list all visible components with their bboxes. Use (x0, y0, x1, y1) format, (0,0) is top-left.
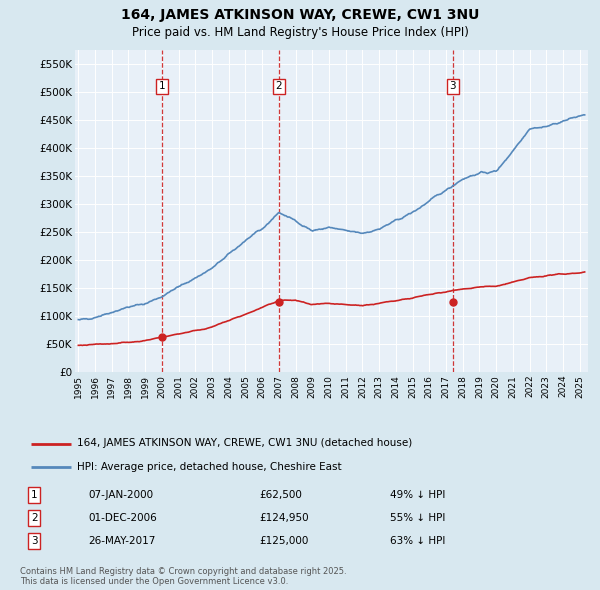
Text: 1: 1 (159, 81, 166, 91)
Text: £124,950: £124,950 (259, 513, 309, 523)
Text: 2: 2 (275, 81, 282, 91)
Text: £125,000: £125,000 (259, 536, 309, 546)
Text: 1: 1 (31, 490, 38, 500)
Text: 2: 2 (31, 513, 38, 523)
Text: 26-MAY-2017: 26-MAY-2017 (88, 536, 156, 546)
Text: 63% ↓ HPI: 63% ↓ HPI (391, 536, 446, 546)
Text: Contains HM Land Registry data © Crown copyright and database right 2025.
This d: Contains HM Land Registry data © Crown c… (20, 566, 347, 586)
Text: 49% ↓ HPI: 49% ↓ HPI (391, 490, 446, 500)
Text: 01-DEC-2006: 01-DEC-2006 (88, 513, 157, 523)
Text: 164, JAMES ATKINSON WAY, CREWE, CW1 3NU: 164, JAMES ATKINSON WAY, CREWE, CW1 3NU (121, 8, 479, 22)
Text: 3: 3 (449, 81, 456, 91)
Text: 3: 3 (31, 536, 38, 546)
Text: £62,500: £62,500 (259, 490, 302, 500)
Text: 164, JAMES ATKINSON WAY, CREWE, CW1 3NU (detached house): 164, JAMES ATKINSON WAY, CREWE, CW1 3NU … (77, 438, 412, 448)
Text: Price paid vs. HM Land Registry's House Price Index (HPI): Price paid vs. HM Land Registry's House … (131, 26, 469, 39)
Text: HPI: Average price, detached house, Cheshire East: HPI: Average price, detached house, Ches… (77, 461, 341, 471)
Text: 55% ↓ HPI: 55% ↓ HPI (391, 513, 446, 523)
Text: 07-JAN-2000: 07-JAN-2000 (88, 490, 154, 500)
